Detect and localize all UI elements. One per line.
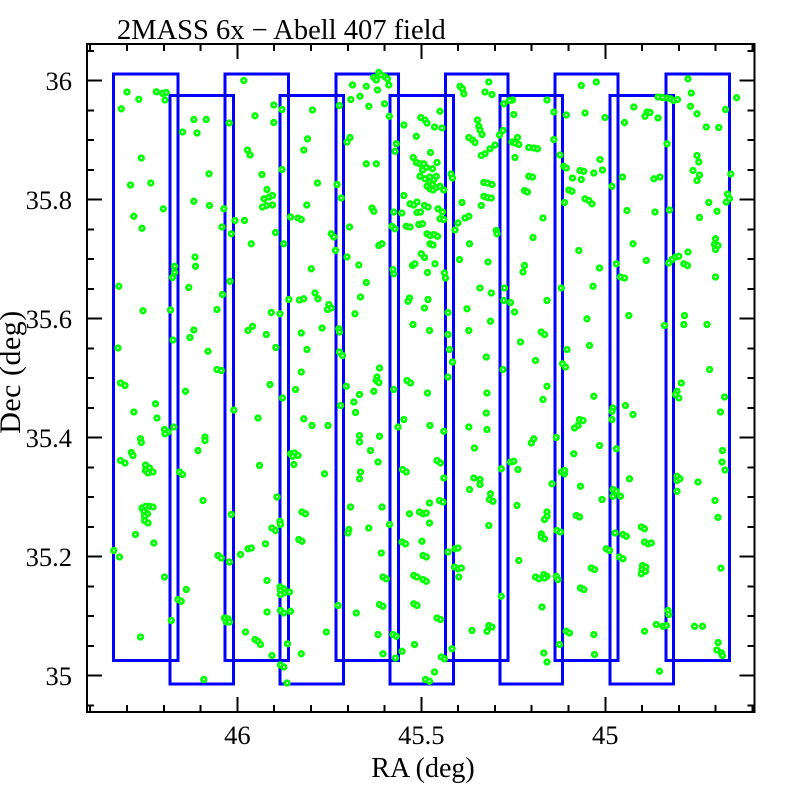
svg-text:45.5: 45.5 <box>398 720 444 750</box>
svg-text:RA (deg): RA (deg) <box>371 753 474 784</box>
svg-text:35.8: 35.8 <box>26 185 72 215</box>
svg-text:2MASS 6x − Abell 407 field: 2MASS 6x − Abell 407 field <box>117 15 446 46</box>
svg-text:35.4: 35.4 <box>26 423 72 453</box>
svg-text:35.2: 35.2 <box>26 542 72 572</box>
svg-text:36: 36 <box>46 66 73 96</box>
svg-text:Dec (deg): Dec (deg) <box>0 310 27 434</box>
svg-text:46: 46 <box>224 720 251 750</box>
svg-text:45: 45 <box>592 720 619 750</box>
svg-text:35.6: 35.6 <box>26 304 72 334</box>
svg-text:35: 35 <box>46 661 73 691</box>
